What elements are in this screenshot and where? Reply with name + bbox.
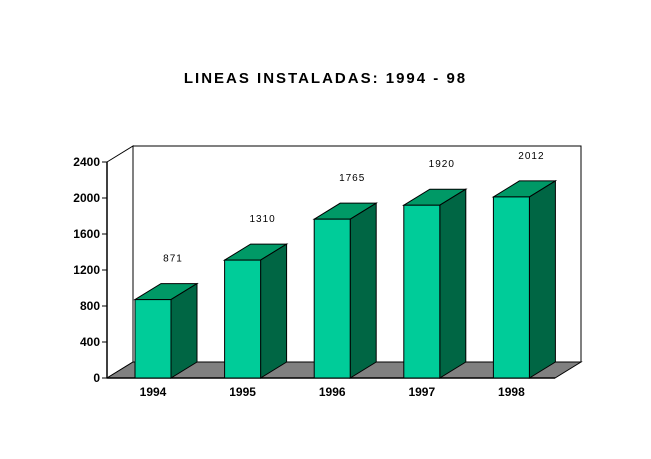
- x-tick-label: 1996: [319, 385, 346, 399]
- bar-front: [403, 204, 441, 379]
- y-tick-label: 2000: [73, 191, 100, 205]
- bar-side: [260, 243, 288, 379]
- labels: 1994 871 1995 1310 1996 1765 1997 1920 1998 2012: [140, 151, 544, 399]
- x-tick-label: 1994: [140, 385, 167, 399]
- x-tick-label: 1998: [498, 385, 525, 399]
- data-label: 1920: [429, 159, 455, 170]
- bar-side: [439, 188, 467, 379]
- bar-1998: [491, 180, 558, 379]
- data-label: 871: [163, 254, 183, 265]
- x-tick-label: 1995: [229, 385, 256, 399]
- bar-front: [134, 299, 172, 379]
- bar-1996: [312, 202, 378, 379]
- y-tick-label: 2400: [73, 155, 100, 169]
- y-tick-label: 800: [80, 299, 100, 313]
- bar-side: [528, 180, 556, 379]
- y-tick-label: 400: [80, 335, 100, 349]
- bar-front: [313, 218, 351, 379]
- bar-1997: [402, 188, 468, 379]
- chart-title: LINEAS INSTALADAS: 1994 - 98: [183, 70, 468, 87]
- bar-1994: [133, 282, 199, 379]
- y-tick-label: 0: [93, 371, 100, 385]
- y-tick-label: 1200: [73, 263, 100, 277]
- y-tick-label: 1600: [73, 227, 100, 241]
- data-label: 1765: [339, 173, 365, 184]
- bar-side: [170, 282, 198, 379]
- bars: [133, 180, 558, 379]
- left-wall: [106, 145, 134, 379]
- bar-side: [349, 202, 377, 379]
- data-label: 2012: [518, 151, 544, 162]
- bar-1995: [222, 243, 289, 379]
- bar-front: [224, 259, 262, 379]
- x-tick-label: 1997: [408, 385, 435, 399]
- bar-front: [492, 196, 530, 379]
- data-label: 1310: [249, 214, 275, 225]
